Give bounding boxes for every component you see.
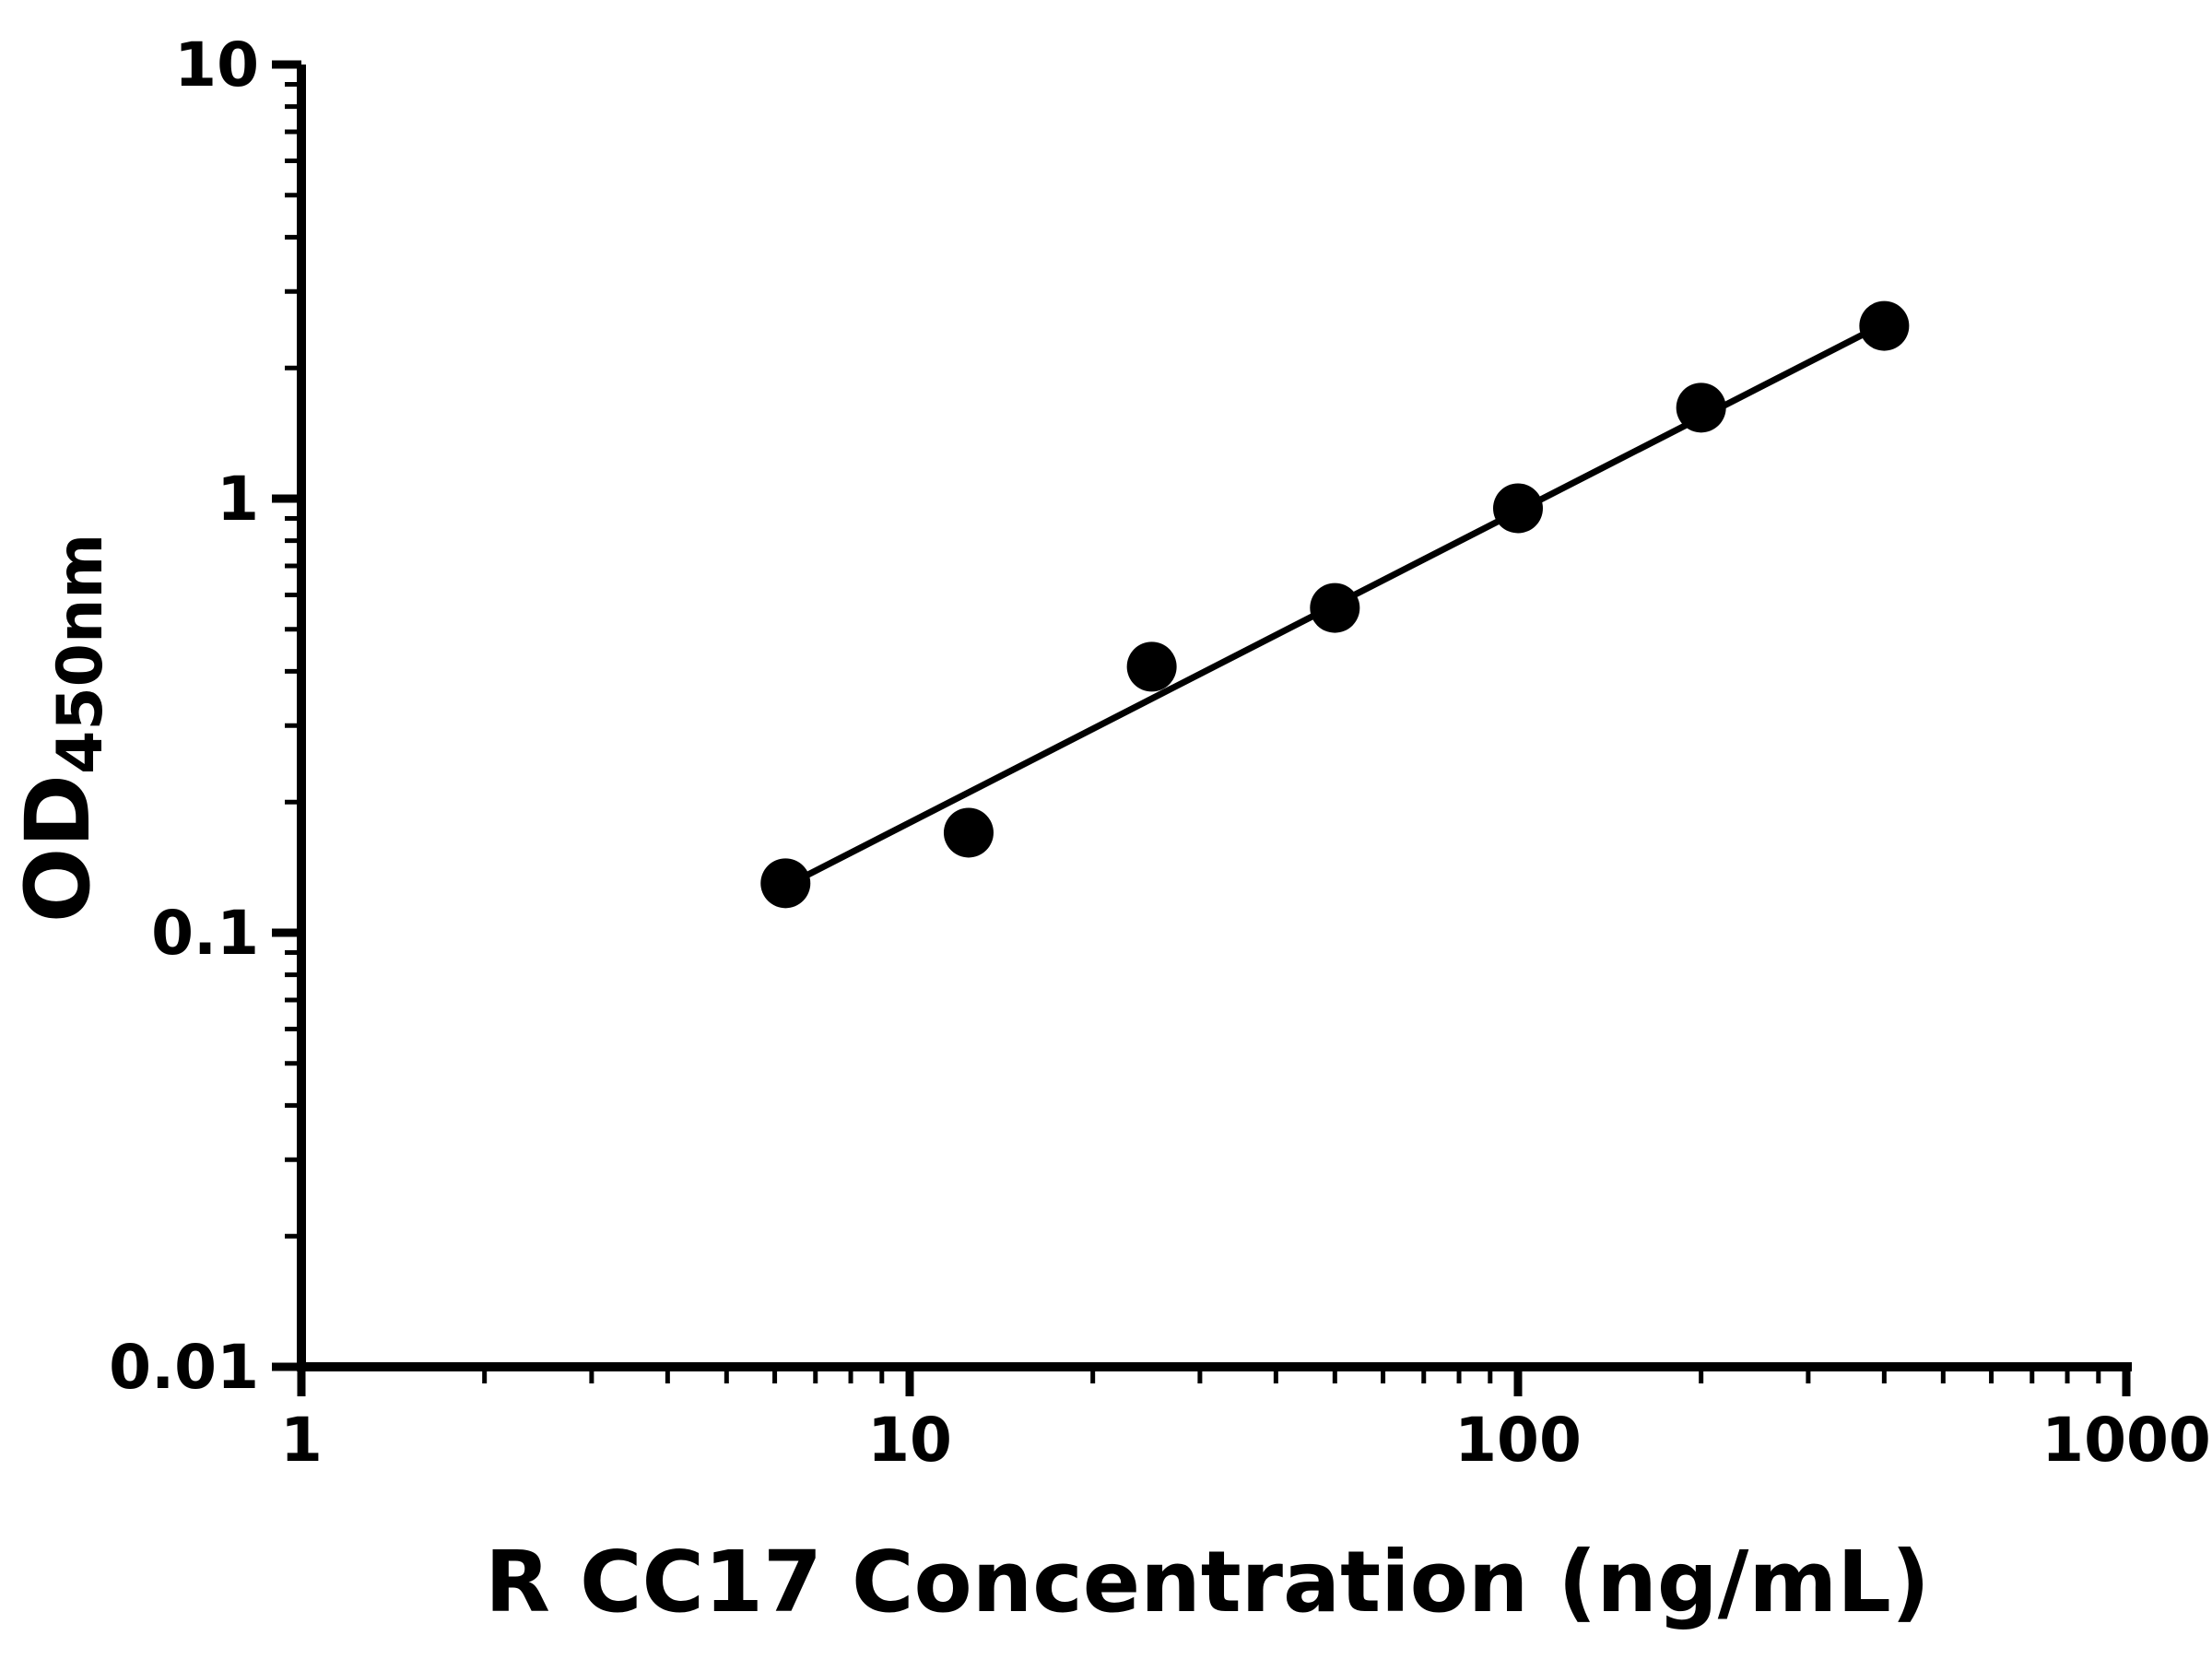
x-tick-label: 100 xyxy=(1454,1405,1582,1476)
data-point xyxy=(1676,382,1726,433)
x-axis-title: R CC17 Concentration (ng/mL) xyxy=(485,1533,1930,1631)
y-axis-title-main: OD xyxy=(6,774,110,923)
data-point xyxy=(1126,641,1177,692)
y-axis-title-subscript: 450nm xyxy=(44,534,117,774)
data-point xyxy=(1310,582,1360,633)
data-point xyxy=(943,807,994,858)
data-point xyxy=(760,858,811,909)
y-tick-label: 0.1 xyxy=(151,898,259,969)
axis-lines xyxy=(297,65,2132,1371)
y-tick-label: 0.01 xyxy=(109,1332,259,1403)
y-tick-label: 10 xyxy=(174,29,259,100)
x-tick-label: 10 xyxy=(867,1405,952,1476)
plot-area: 1 10 100 1000 0.01 0.1 1 10 xyxy=(109,29,2211,1476)
x-tick-label: 1000 xyxy=(2041,1405,2211,1476)
data-point xyxy=(1493,483,1543,534)
x-tick-label: 1 xyxy=(280,1405,323,1476)
data-point xyxy=(1859,300,1910,351)
y-tick-label: 1 xyxy=(217,464,259,535)
y-axis-title: OD450nm xyxy=(6,534,117,924)
